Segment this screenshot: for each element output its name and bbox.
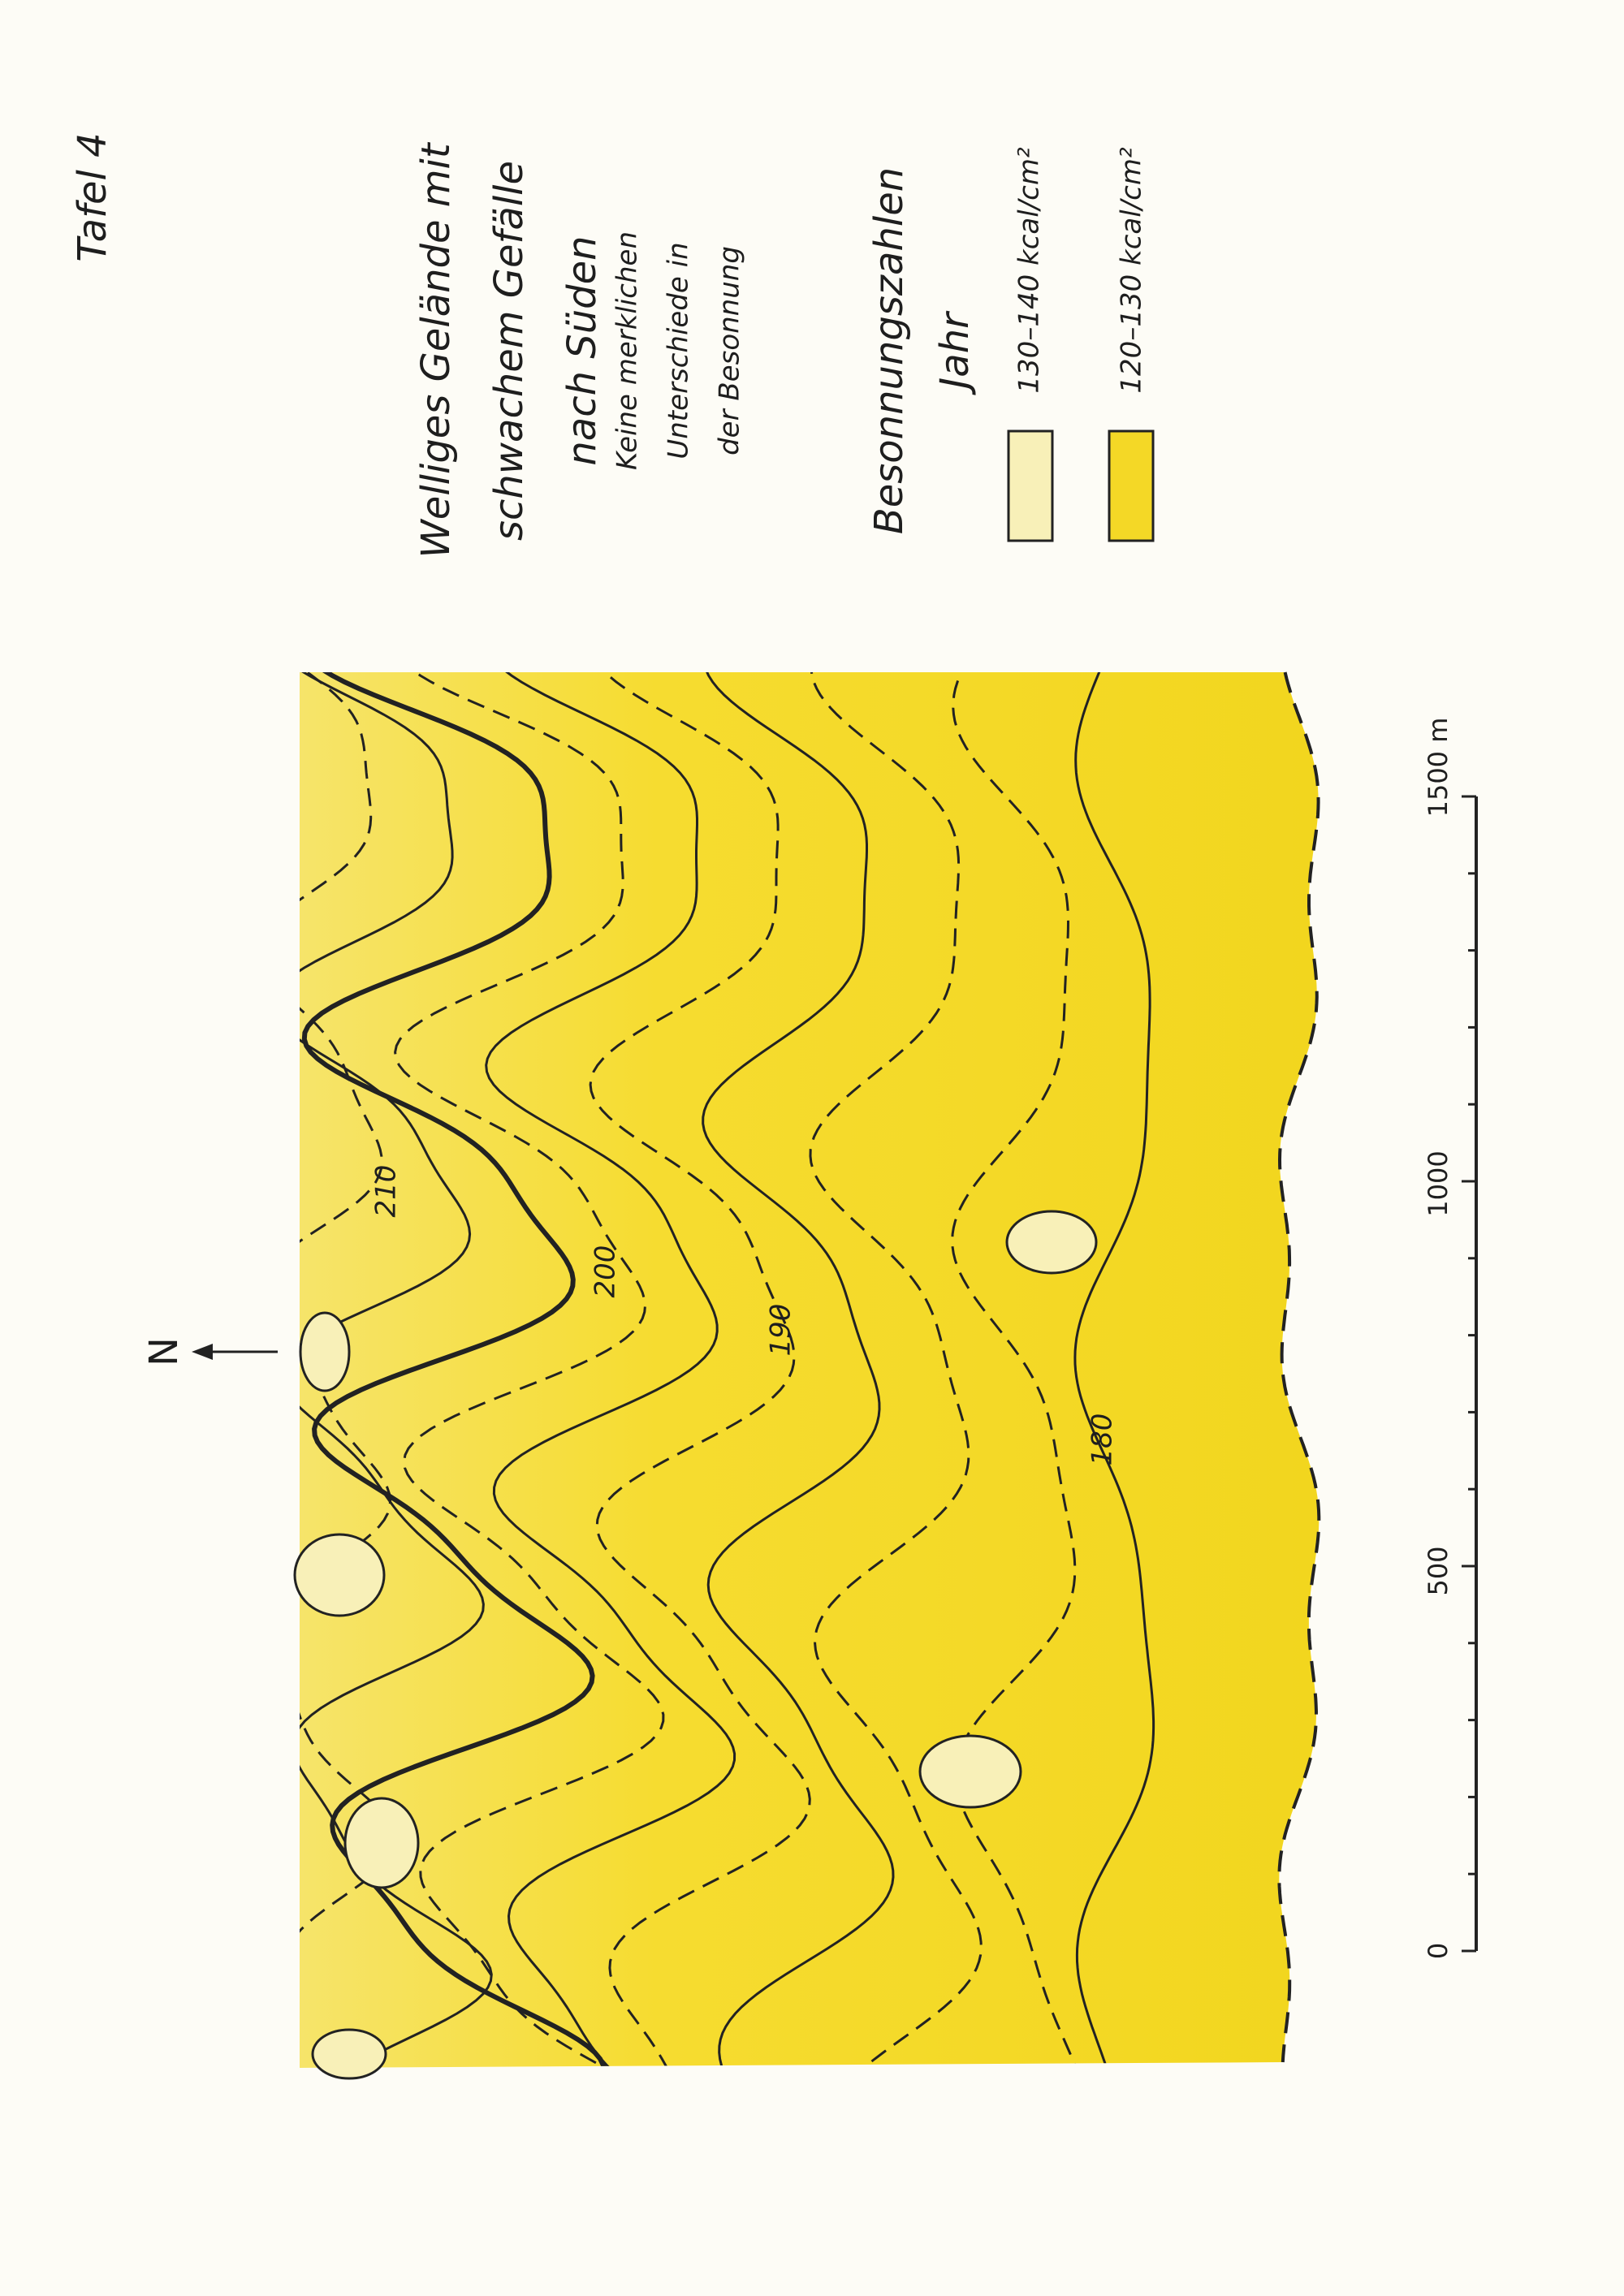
legend-item: 120–130 kcal/cm² [1116, 147, 1148, 394]
contour-label: 210 [370, 1165, 403, 1218]
light-zones [293, 1210, 1098, 2080]
contour-line [485, 672, 736, 2068]
legend-title: Welliges Gelände mit [413, 141, 459, 559]
legend-item: 130–140 kcal/cm² [1013, 147, 1046, 394]
contour-labels: 210 200 190 180 [370, 1165, 1119, 1466]
contour-line [702, 672, 895, 2068]
contour-label: 180 [1086, 1413, 1119, 1466]
map-edge [1277, 671, 1321, 2063]
contour-line [1073, 672, 1155, 2068]
scale-label: 0 [1423, 1943, 1453, 1959]
legend-title: nach Süden [559, 235, 605, 465]
contour-line [951, 672, 1082, 2068]
scale-label: 1000 [1423, 1150, 1453, 1216]
contour-line [301, 672, 607, 2068]
scale-label: 500 [1423, 1546, 1453, 1595]
legend-title: schwachem Gefälle [486, 161, 532, 541]
north-label: N [141, 1337, 187, 1366]
scale-bar: 0 500 1000 1500 m [1423, 718, 1478, 1959]
legend-note: Keine merklichen [611, 231, 644, 470]
legend-note: der Besonnung [714, 246, 746, 455]
legend-swatch [1108, 429, 1155, 542]
contour-label: 200 [590, 1245, 622, 1298]
map-area [300, 672, 1320, 2068]
map: 210 200 190 180 N [141, 671, 1321, 2080]
legend: Welliges Gelände mit schwachem Gefälle n… [413, 141, 1155, 559]
legend-swatch [1007, 429, 1054, 542]
contour-line [809, 672, 983, 2068]
plate-number: Tafel 4 [70, 132, 115, 261]
contour-label: 190 [765, 1304, 797, 1357]
legend-heading: Jahr [932, 310, 978, 395]
north-arrow: N [141, 1337, 278, 1366]
contour-line [394, 672, 665, 2068]
legend-note: Unterschiede in [663, 242, 695, 459]
scale-label: 1500 m [1423, 718, 1453, 818]
legend-heading: Besonnungszahlen [866, 167, 912, 534]
contour-line [589, 672, 811, 2068]
